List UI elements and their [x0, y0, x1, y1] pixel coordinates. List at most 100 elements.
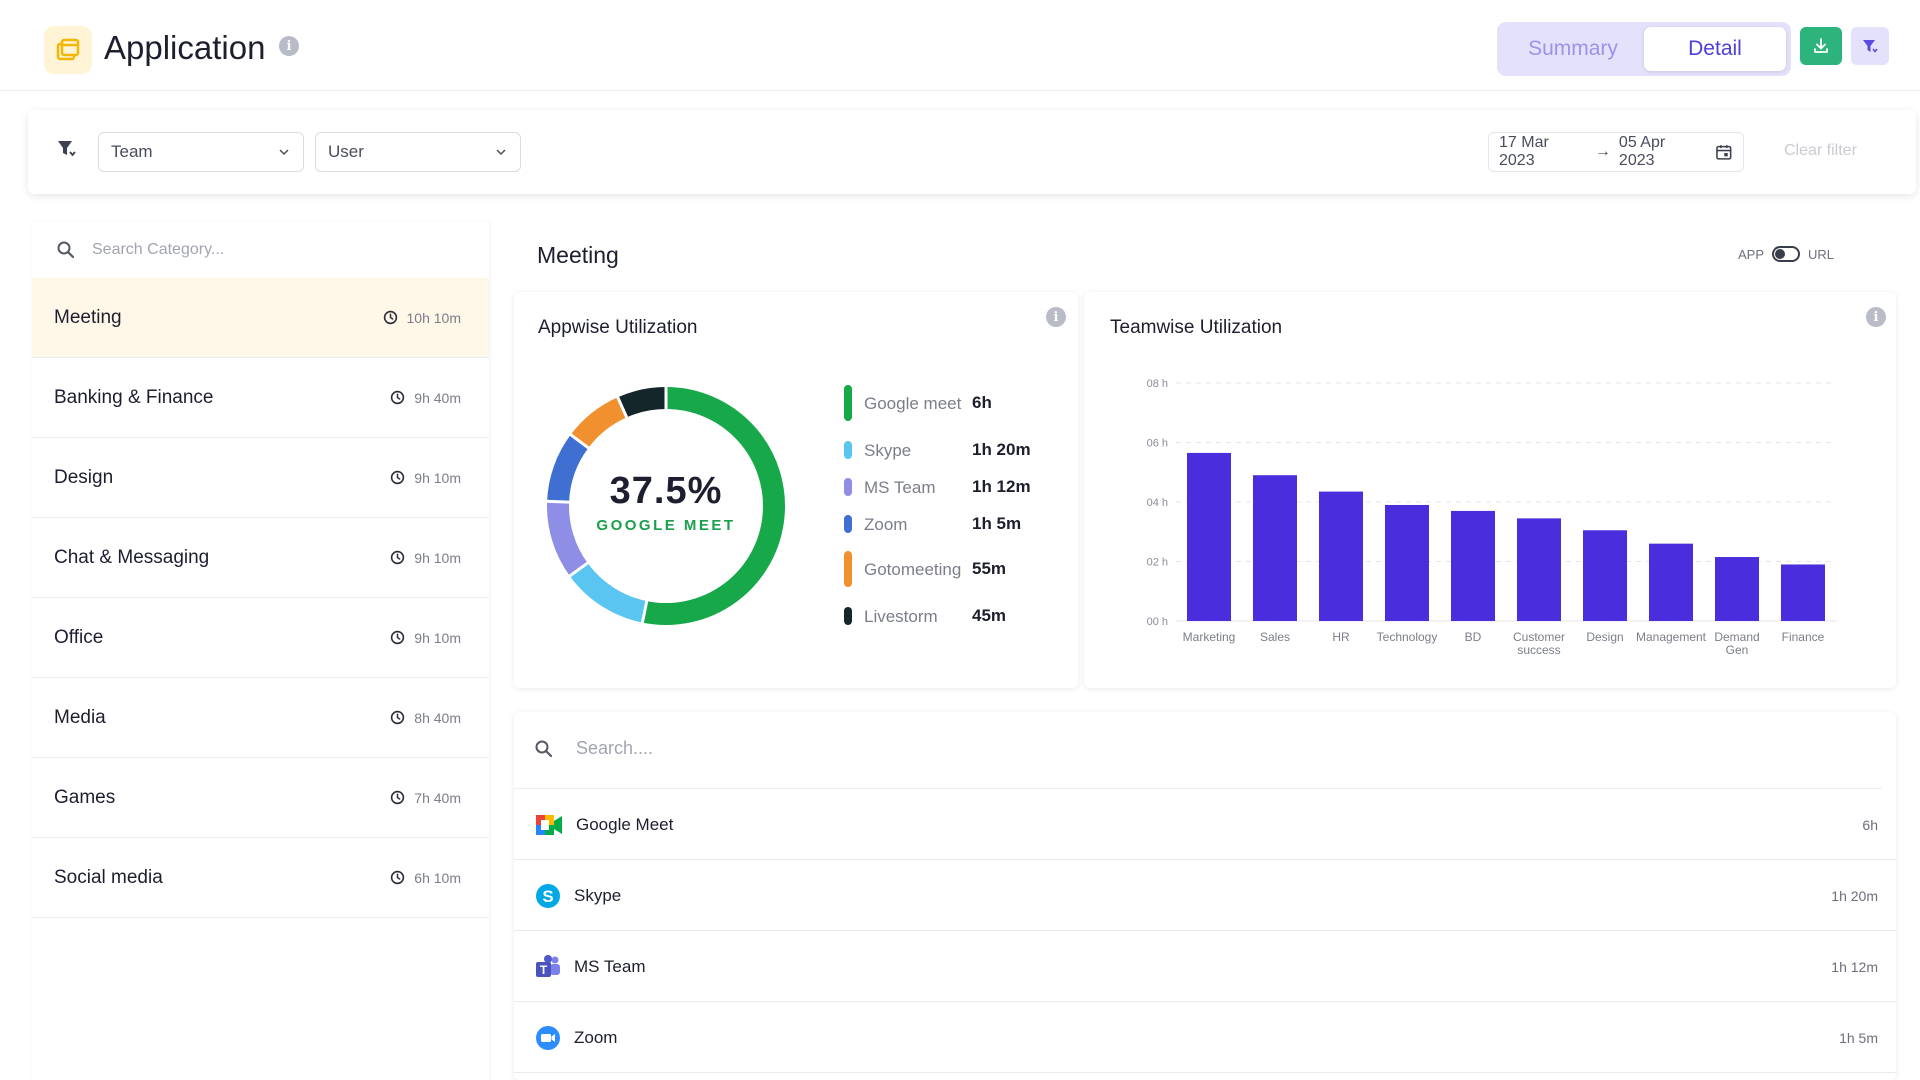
date-range-picker[interactable]: 17 Mar 2023 → 05 Apr 2023: [1488, 132, 1744, 172]
filter-icon: [56, 138, 78, 165]
info-icon[interactable]: i: [1866, 307, 1886, 327]
detail-tab[interactable]: Detail: [1644, 27, 1786, 71]
app-name: Skype: [574, 885, 622, 905]
team-select[interactable]: Team: [98, 132, 304, 172]
category-item[interactable]: Office 9h 10m: [32, 598, 489, 678]
category-name: Meeting: [54, 306, 122, 328]
category-time: 8h 40m: [390, 710, 461, 726]
legend-value: 55m: [972, 559, 1007, 578]
teamwise-title: Teamwise Utilization: [1110, 317, 1283, 338]
category-name: Office: [54, 626, 104, 648]
clock-icon: [390, 870, 405, 885]
donut-segment[interactable]: [570, 397, 627, 449]
donut-segment[interactable]: [642, 387, 785, 625]
app-name: MS Team: [574, 956, 646, 976]
legend-name: Skype: [864, 440, 912, 460]
category-item[interactable]: Banking & Finance 9h 40m: [32, 358, 489, 438]
toggle-left-label: APP: [1738, 246, 1765, 262]
x-tick-label: Management: [1636, 630, 1707, 644]
category-name: Banking & Finance: [54, 386, 214, 408]
donut-separator: [615, 393, 630, 421]
app-time: 6h: [1862, 816, 1878, 833]
legend-color-swatch: [844, 607, 852, 625]
teamwise-bar-chart: 00 h 02 h 04 h 06 h 08 h Marketing Sales HR Tech…: [1130, 365, 1850, 680]
app-url-toggle[interactable]: APP URL: [1738, 246, 1834, 262]
category-search-input[interactable]: Search Category...: [32, 222, 489, 278]
y-tick-label: 00 h: [1147, 616, 1168, 628]
date-arrow: →: [1594, 143, 1611, 160]
category-item[interactable]: Meeting 10h 10m: [32, 278, 489, 358]
info-icon[interactable]: i: [279, 36, 299, 56]
bar[interactable]: [1781, 564, 1825, 621]
user-select[interactable]: User: [315, 132, 521, 172]
toggle-switch[interactable]: [1772, 246, 1801, 262]
legend-name: Zoom: [864, 514, 908, 534]
category-name: Social media: [54, 866, 163, 888]
donut-segment[interactable]: [547, 434, 589, 503]
app-time: 1h 20m: [1831, 887, 1878, 904]
app-row[interactable]: Google Meet 6h: [514, 790, 1896, 860]
appwise-card: [514, 292, 1078, 688]
x-tick-label: HR: [1332, 630, 1350, 644]
donut-separator: [544, 499, 573, 504]
app-time: 1h 5m: [1839, 1029, 1878, 1046]
donut-center: 37.5% GOOGLE MEET: [546, 470, 786, 534]
bar[interactable]: [1187, 452, 1231, 621]
y-tick-label: 02 h: [1147, 557, 1168, 569]
bar[interactable]: [1583, 530, 1627, 621]
app-row[interactable]: Zoom 1h 5m: [514, 1003, 1896, 1073]
category-search-placeholder: Search Category...: [92, 241, 225, 258]
donut-separator: [640, 597, 649, 626]
donut-segment[interactable]: [547, 501, 588, 576]
x-tick-label: Customer: [1513, 630, 1565, 644]
app-row[interactable]: T MS Team 1h 12m: [514, 932, 1896, 1002]
download-button[interactable]: [1800, 27, 1842, 65]
filter-icon: [1863, 40, 1878, 53]
user-select-value: User: [328, 142, 364, 161]
header-divider: [0, 90, 1920, 91]
category-item[interactable]: Social media 6h 10m: [32, 838, 489, 918]
donut-chart: [544, 384, 786, 626]
bar[interactable]: [1715, 557, 1759, 621]
app-row-left: Zoom: [534, 1024, 617, 1052]
clock-icon: [390, 390, 405, 405]
bar[interactable]: [1253, 475, 1297, 621]
bar[interactable]: [1649, 543, 1693, 621]
summary-tab[interactable]: Summary: [1528, 37, 1618, 60]
category-item[interactable]: Chat & Messaging 9h 10m: [32, 518, 489, 598]
bar[interactable]: [1385, 504, 1429, 621]
category-item[interactable]: Media 8h 40m: [32, 678, 489, 758]
chevron-down-icon: [496, 149, 506, 156]
legend-value: 45m: [972, 606, 1007, 625]
category-item[interactable]: Design 9h 10m: [32, 438, 489, 518]
app-search-input[interactable]: Search....: [534, 738, 653, 759]
clear-filter-button[interactable]: Clear filter: [1784, 142, 1857, 159]
donut-segment[interactable]: [617, 387, 667, 418]
x-tick-label: Sales: [1260, 630, 1290, 644]
legend-name: MS Team: [864, 477, 936, 497]
clock-icon: [390, 550, 405, 565]
date-start: 17 Mar 2023: [1499, 134, 1549, 169]
legend-color-swatch: [844, 441, 852, 459]
bar[interactable]: [1517, 518, 1561, 621]
info-icon[interactable]: i: [1046, 307, 1066, 327]
bar[interactable]: [1451, 510, 1495, 621]
donut-segment[interactable]: [569, 562, 648, 623]
category-time-value: 9h 40m: [414, 389, 461, 406]
view-toggle: Summary Detail: [1497, 22, 1791, 76]
clock-icon: [383, 310, 398, 325]
filter-button[interactable]: [1851, 27, 1889, 65]
app-row[interactable]: S Skype 1h 20m: [514, 861, 1896, 931]
legend-item: Zoom 1h 5m: [844, 514, 1021, 534]
app-name: Google Meet: [576, 814, 674, 834]
search-icon: [535, 740, 553, 757]
bar[interactable]: [1319, 491, 1363, 621]
category-item[interactable]: Games 7h 40m: [32, 758, 489, 838]
x-tick-label: Marketing: [1183, 630, 1236, 644]
legend-name: Google meet: [864, 393, 962, 413]
legend-value: 1h 5m: [972, 514, 1022, 533]
category-time-value: 8h 40m: [414, 709, 461, 726]
donut-percentage: 37.5%: [609, 470, 723, 512]
category-time-value: 7h 40m: [414, 789, 461, 806]
app-name: Zoom: [574, 1027, 618, 1047]
